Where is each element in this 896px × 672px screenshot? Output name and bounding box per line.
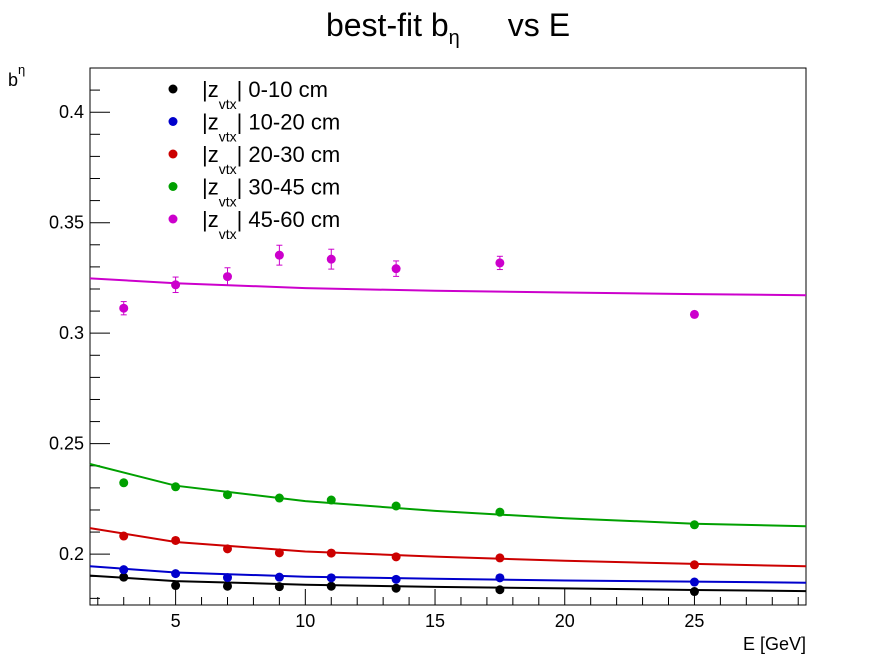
data-point-4 xyxy=(171,280,181,290)
data-point-4 xyxy=(274,250,284,260)
x-axis-label: E [GeV] xyxy=(743,634,806,654)
y-axis-label: bη xyxy=(8,62,25,90)
legend-entry: |zvtx| 30-45 cm xyxy=(202,175,340,210)
data-point-0 xyxy=(689,587,699,597)
y-tick-label: 0.4 xyxy=(59,102,84,122)
x-tick-label: 20 xyxy=(555,611,575,631)
fit-curves xyxy=(89,277,807,593)
chart-title-subscript: η xyxy=(449,27,460,49)
x-tick-label: 10 xyxy=(295,611,315,631)
data-point-1 xyxy=(326,573,336,583)
data-point-0 xyxy=(391,583,401,593)
y-tick-label: 0.3 xyxy=(59,323,84,343)
legend-marker xyxy=(168,182,178,191)
data-point-4 xyxy=(689,309,699,319)
axis-tick-labels: 5 10 15 20 25 0.2 0.25 0.3 0.35 0.4 xyxy=(49,102,705,631)
legend-marker xyxy=(168,117,178,126)
fit-line-2 xyxy=(89,527,807,568)
data-point-2 xyxy=(495,553,505,563)
y-tick-label: 0.2 xyxy=(59,544,84,564)
data-point-1 xyxy=(689,577,699,587)
data-point-0 xyxy=(274,582,284,592)
fit-line-4 xyxy=(89,277,807,297)
data-point-3 xyxy=(171,482,181,492)
fit-line-1 xyxy=(89,565,807,584)
data-point-4 xyxy=(326,254,336,264)
data-point-2 xyxy=(119,531,129,541)
fit-line-3 xyxy=(89,463,807,528)
data-point-1 xyxy=(391,574,401,584)
data-point-2 xyxy=(171,535,181,545)
data-point-4 xyxy=(391,264,401,274)
y-axis-label-main: b xyxy=(8,70,18,90)
data-point-4 xyxy=(119,303,129,313)
chart-title: best-fit bη vs E xyxy=(326,7,570,49)
plot-frame xyxy=(89,67,807,606)
data-point-2 xyxy=(689,560,699,570)
legend-entry: |zvtx| 10-20 cm xyxy=(202,110,340,145)
data-point-3 xyxy=(274,493,284,503)
data-point-1 xyxy=(171,569,181,579)
data-point-3 xyxy=(689,520,699,530)
data-point-4 xyxy=(222,272,232,282)
x-tick-label: 15 xyxy=(425,611,445,631)
data-point-3 xyxy=(222,490,232,500)
data-point-0 xyxy=(495,585,505,595)
chart-title-main: best-fit b xyxy=(326,7,449,43)
x-tick-label: 25 xyxy=(684,611,704,631)
data-point-1 xyxy=(119,565,129,575)
y-tick-label: 0.25 xyxy=(49,434,84,454)
data-point-0 xyxy=(326,581,336,591)
data-point-3 xyxy=(119,478,129,488)
data-point-0 xyxy=(222,581,232,591)
data-point-1 xyxy=(495,573,505,583)
data-point-1 xyxy=(222,573,232,583)
data-point-0 xyxy=(171,581,181,591)
data-point-4 xyxy=(495,258,505,268)
data-point-2 xyxy=(326,548,336,558)
legend-marker xyxy=(168,149,178,159)
data-point-2 xyxy=(391,552,401,562)
x-tick-label: 5 xyxy=(171,611,181,631)
legend-marker xyxy=(168,84,178,94)
data-point-0 xyxy=(119,572,129,582)
legend-entry: |zvtx| 20-30 cm xyxy=(202,142,340,177)
data-point-3 xyxy=(391,501,401,511)
data-point-2 xyxy=(222,544,232,554)
data-point-3 xyxy=(326,495,336,505)
data-points xyxy=(119,244,699,597)
data-point-2 xyxy=(274,548,284,558)
legend-entry: |zvtx| 0-10 cm xyxy=(202,77,328,112)
data-point-1 xyxy=(274,572,284,582)
y-axis-label-subscript: η xyxy=(18,62,25,77)
data-point-3 xyxy=(495,507,505,517)
legend-marker xyxy=(168,214,178,224)
chart-title-tail: vs E xyxy=(508,7,570,43)
legend: |zvtx| 0-10 cm|zvtx| 10-20 cm|zvtx| 20-3… xyxy=(168,77,340,242)
y-tick-label: 0.35 xyxy=(49,213,84,233)
axis-ticks xyxy=(90,67,799,605)
legend-entry: |zvtx| 45-60 cm xyxy=(202,207,340,242)
